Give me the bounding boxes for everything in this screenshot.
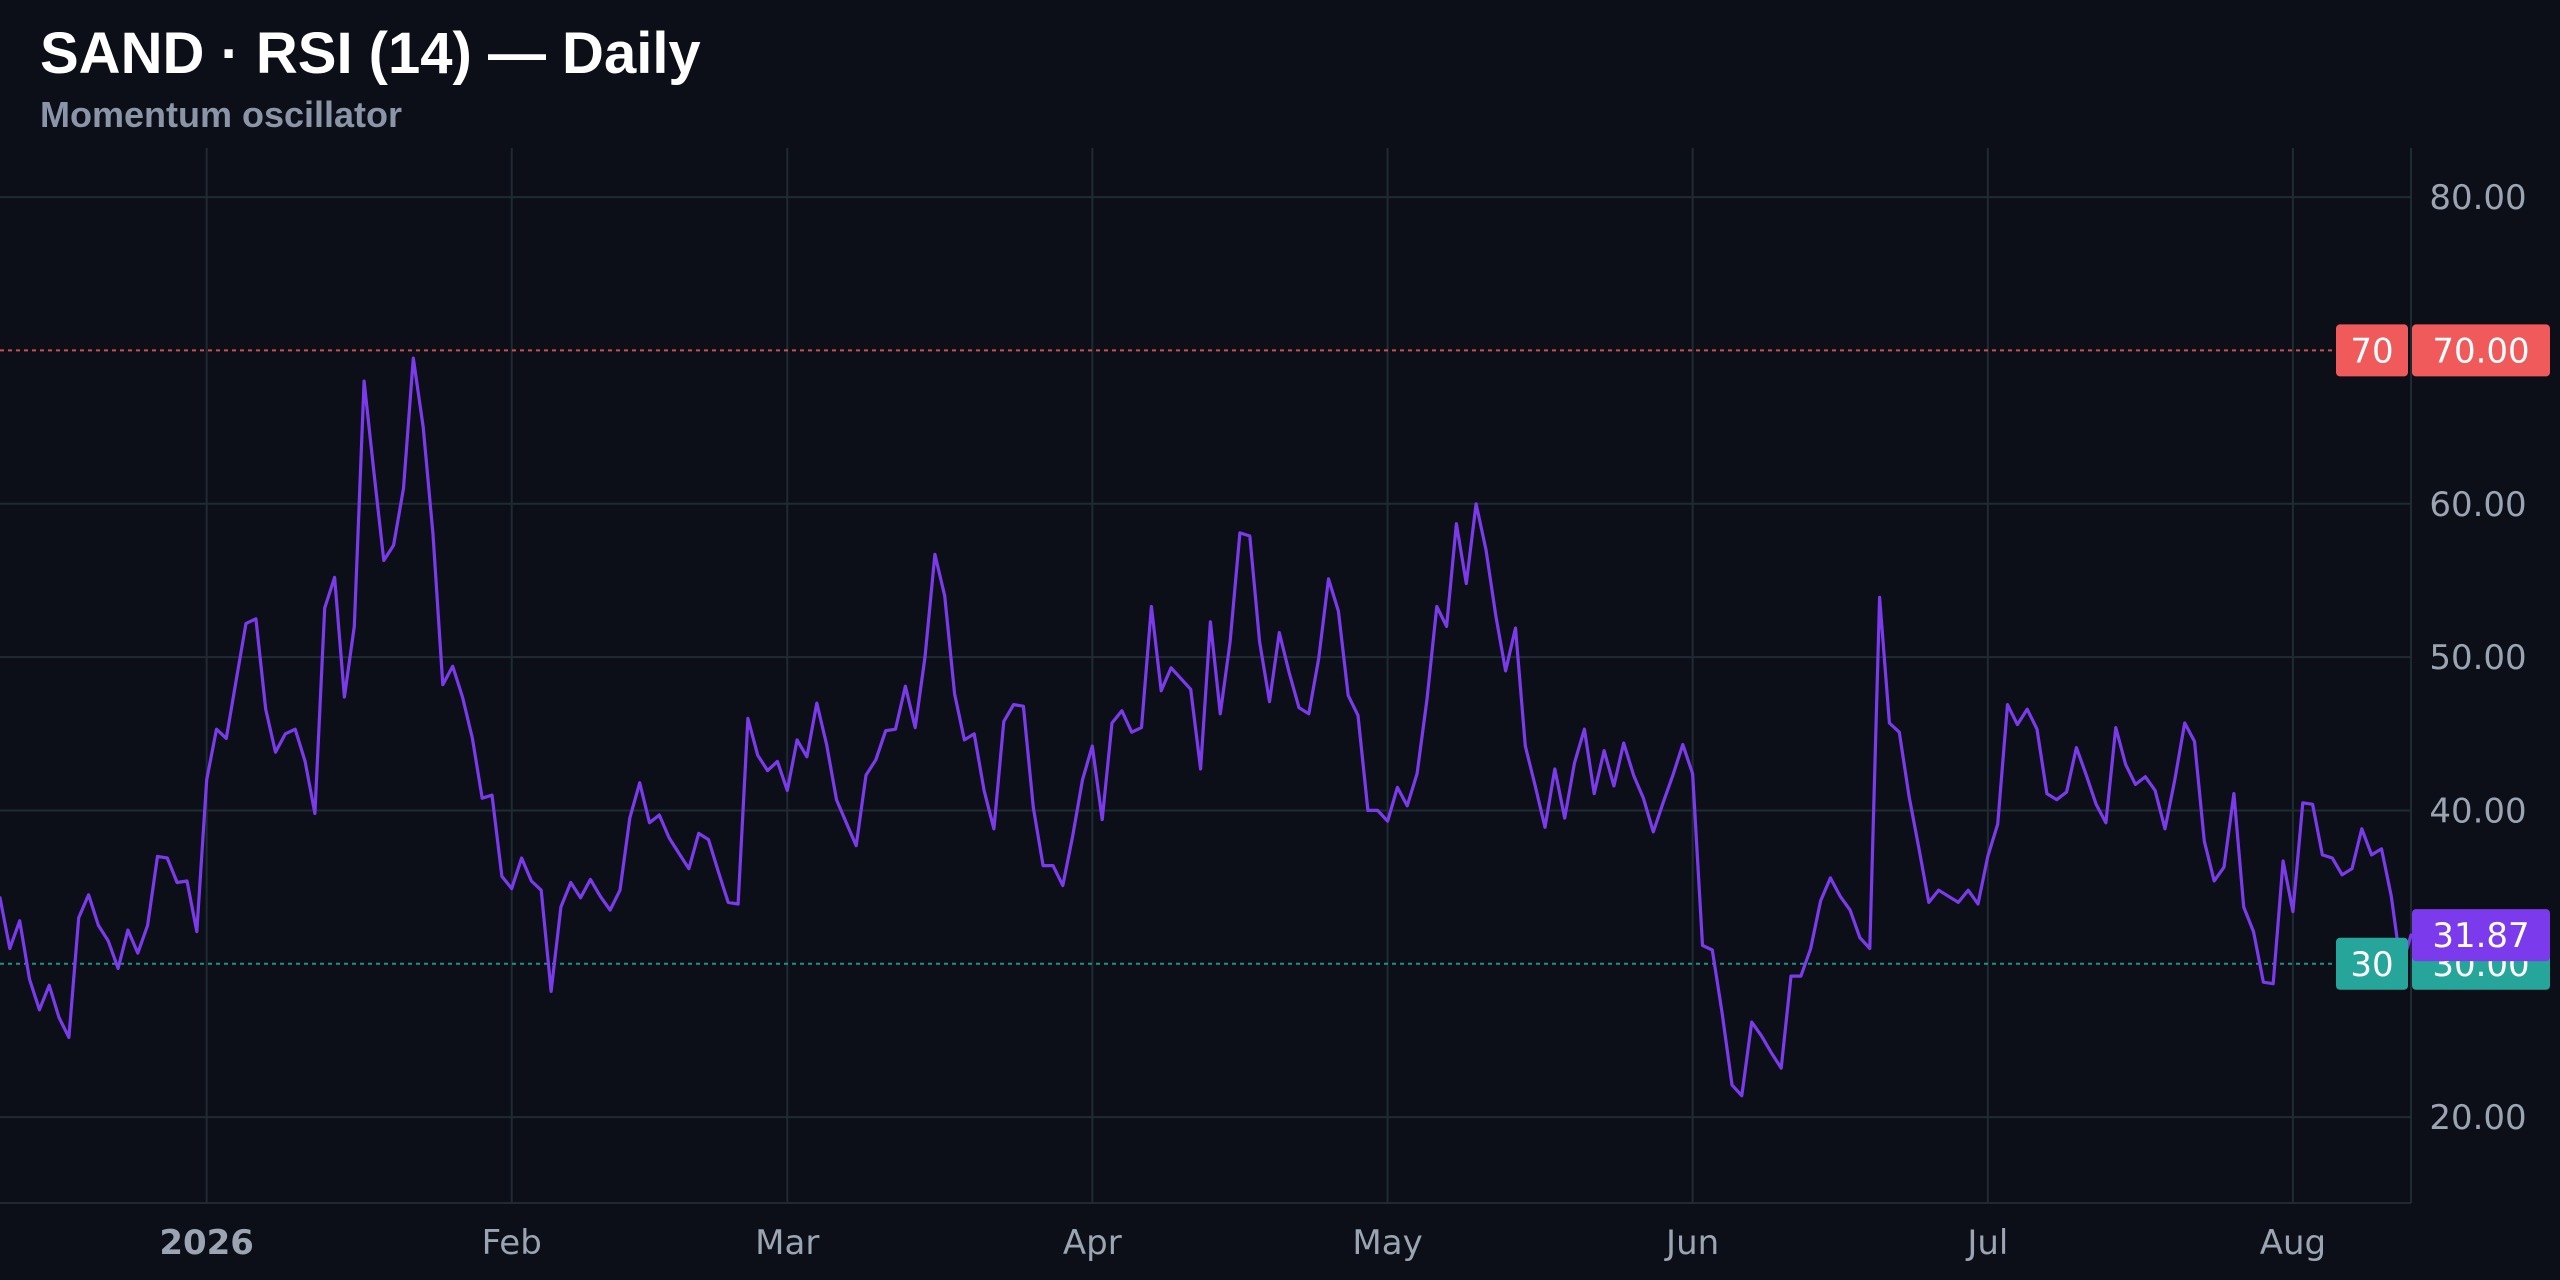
x-tick-label: Jul (1965, 1223, 2008, 1263)
chart-title: SAND · RSI (14) — Daily (40, 21, 701, 86)
y-axis-labels: 20.00 40.00 50.00 60.00 80.00 (2429, 178, 2526, 1138)
level-badge-70 (2336, 324, 2408, 377)
level-badge-label: 70 (2350, 331, 2393, 371)
y-tick-label: 80.00 (2429, 178, 2526, 218)
rsi-line (0, 356, 2413, 1098)
last-value-label: 31.87 (2432, 916, 2529, 956)
x-axis-labels: 2026 Feb Mar Apr May Jun Jul Aug (159, 1223, 2326, 1263)
level-axis-badge-70 (2412, 324, 2550, 377)
x-tick-label: Aug (2260, 1223, 2326, 1263)
level-badge-30 (2336, 937, 2408, 990)
chart-subtitle: Momentum oscillator (40, 94, 403, 135)
x-tick-label: Jun (1664, 1223, 1719, 1263)
last-value-badge (2412, 909, 2550, 962)
x-tick-label: Apr (1063, 1223, 1122, 1263)
level-badge-label: 30 (2350, 945, 2393, 985)
x-tick-label: 2026 (159, 1223, 254, 1263)
x-gridlines (205, 148, 2294, 1203)
x-tick-label: May (1352, 1223, 1422, 1263)
y-tick-label: 60.00 (2429, 485, 2526, 525)
y-gridlines (0, 196, 2411, 1119)
x-tick-label: Mar (755, 1223, 819, 1263)
level-axis-label: 70.00 (2432, 331, 2529, 371)
y-tick-label: 50.00 (2429, 638, 2526, 678)
rsi-series (0, 356, 2413, 1098)
x-tick-label: Feb (482, 1223, 542, 1263)
y-tick-label: 40.00 (2429, 791, 2526, 831)
level-lines (0, 349, 2336, 965)
y-tick-label: 20.00 (2429, 1098, 2526, 1138)
